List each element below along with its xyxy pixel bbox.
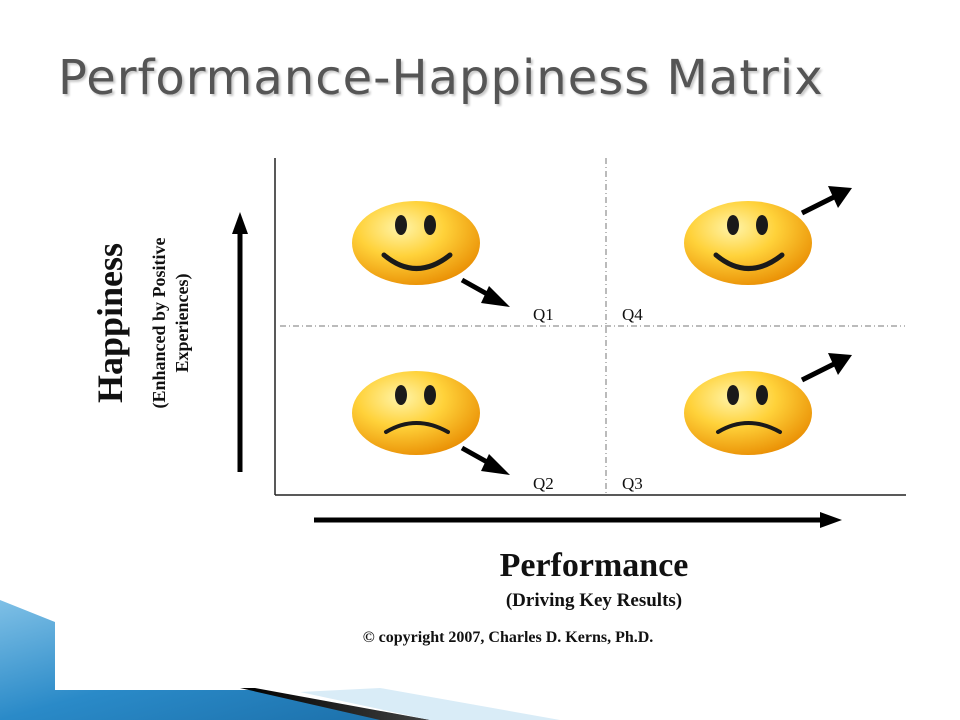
quadrant-label-q1: Q1 bbox=[533, 305, 554, 324]
decline-arrow-icon bbox=[460, 445, 510, 475]
quadrant-label-q2: Q2 bbox=[533, 474, 554, 493]
growth-arrow-icon bbox=[800, 353, 852, 383]
quadrant-label-q4: Q4 bbox=[622, 305, 643, 324]
sad-face-icon bbox=[684, 371, 812, 455]
blue-band bbox=[0, 600, 430, 720]
growth-arrow-icon bbox=[800, 186, 852, 216]
light-swoosh bbox=[300, 688, 560, 720]
slide-title: Performance-Happiness Matrix bbox=[58, 50, 824, 106]
x-axis-sublabel: (Driving Key Results) bbox=[506, 590, 682, 611]
y-axis-sublabel-line1: (Enhanced by Positive bbox=[149, 237, 170, 408]
copyright-notice: © copyright 2007, Charles D. Kerns, Ph.D… bbox=[363, 629, 654, 646]
happy-face-icon bbox=[352, 201, 480, 285]
quadrant-label-q3: Q3 bbox=[622, 474, 643, 493]
black-swoosh bbox=[240, 688, 430, 720]
sad-face-icon bbox=[352, 371, 480, 455]
y-direction-arrow bbox=[232, 212, 248, 472]
y-axis-label: Happiness bbox=[90, 243, 130, 403]
x-direction-arrow bbox=[314, 512, 842, 528]
x-axis-label: Performance bbox=[500, 547, 689, 584]
decline-arrow-icon bbox=[460, 277, 510, 307]
y-axis-sublabel-line2: Experiences) bbox=[172, 274, 193, 373]
happy-face-icon bbox=[684, 201, 812, 285]
